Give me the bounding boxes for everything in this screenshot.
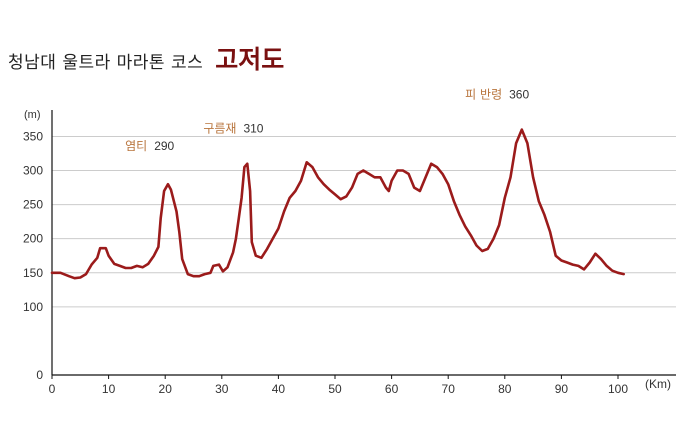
peak-name: 구름재 [203,121,236,135]
y-tick-label: 100 [23,300,43,314]
x-tick-label: 30 [215,382,229,396]
chart-title: 청남대 울트라 마라톤 코스 고저도 [8,40,284,76]
x-tick-label: 0 [49,382,56,396]
y-tick-label: 350 [23,129,43,143]
x-tick-label: 40 [272,382,286,396]
x-tick-label: 10 [102,382,116,396]
title-main: 청남대 울트라 마라톤 코스 [8,53,204,73]
elevation-series [50,128,625,280]
elevation-line [50,128,625,280]
x-tick-labels: 0 10 20 30 40 50 60 70 80 90 100 [49,382,629,396]
peak-value: 290 [154,139,174,153]
x-tick-label: 90 [555,382,569,396]
grid-lines [52,135,676,308]
peak-annotations: 염티 290 구름재 310 피 반령 360 [125,87,529,153]
x-tick-label: 70 [442,382,456,396]
x-tick-label: 60 [385,382,399,396]
peak-label: 염티 290 [125,139,174,153]
peak-name: 피 반령 [465,87,502,101]
y-axis-unit: (m) [24,109,41,121]
y-tick-label: 250 [23,198,43,212]
x-tick-label: 20 [159,382,173,396]
peak-value: 310 [243,121,263,135]
x-axis-unit: (Km) [645,377,671,391]
axes [51,110,676,379]
peak-label: 피 반령 360 [465,87,529,101]
peak-value: 360 [509,87,529,101]
y-tick-label: 300 [23,164,43,178]
y-tick-label: 0 [36,368,43,382]
x-tick-label: 80 [498,382,512,396]
y-tick-labels: 0 100 150 200 250 300 350 [23,129,43,382]
y-tick-label: 200 [23,232,43,246]
peak-label: 구름재 310 [203,121,263,135]
title-accent: 고저도 [215,45,285,74]
x-tick-label: 100 [608,382,628,396]
x-tick-label: 50 [328,382,342,396]
peak-name: 염티 [125,139,147,153]
y-tick-label: 150 [23,266,43,280]
